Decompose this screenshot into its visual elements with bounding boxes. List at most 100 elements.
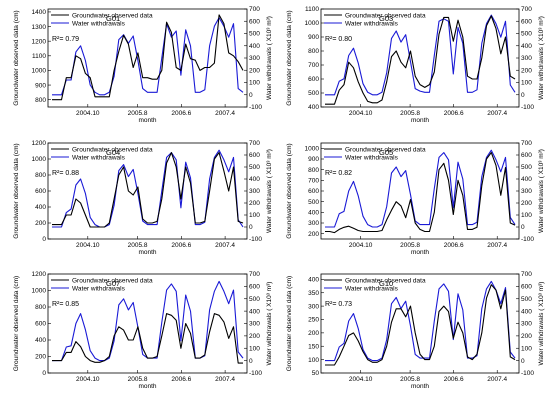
r-squared-label: R²= 0.80 bbox=[325, 36, 352, 43]
series-line-groundwater bbox=[325, 152, 516, 234]
y-tick-label: 900 bbox=[35, 82, 46, 89]
x-tick-label: 2006.6 bbox=[444, 242, 464, 249]
y-tick-label: 200 bbox=[308, 231, 319, 238]
x-tick-label: 2005.8 bbox=[400, 376, 420, 383]
panel-title: G03 bbox=[379, 14, 393, 23]
y-tick-label: 1100 bbox=[32, 53, 46, 60]
x-tick-label: 2004.10 bbox=[349, 242, 373, 249]
y-tick-label: 1000 bbox=[305, 20, 320, 27]
y2-tick-label: 0 bbox=[249, 92, 253, 99]
y2-tick-label: 500 bbox=[249, 296, 260, 303]
y2-tick-label: 500 bbox=[521, 296, 532, 303]
y2-tick-label: 500 bbox=[249, 164, 260, 171]
legend-label-groundwater: Groundwater observed data bbox=[345, 277, 426, 284]
x-tick-label: 2004.10 bbox=[349, 110, 373, 117]
y2-tick-label: 500 bbox=[249, 31, 260, 38]
y2-tick-label: 500 bbox=[521, 31, 532, 38]
y-tick-label: 900 bbox=[308, 156, 319, 163]
y2-tick-label: 400 bbox=[521, 308, 532, 315]
y2-axis-title: Water withdrawals ( X10³ m³) bbox=[538, 149, 545, 233]
y2-tick-label: 300 bbox=[249, 188, 260, 195]
y2-tick-label: 500 bbox=[521, 164, 532, 171]
y2-tick-label: 400 bbox=[249, 176, 260, 183]
chart-panel-g10: 2004.10 2005.8 2006.6 2007.4 month 50 100 150 20… bbox=[286, 271, 545, 390]
y-tick-label: 600 bbox=[308, 188, 319, 195]
y-tick-label: 800 bbox=[35, 97, 46, 104]
y-tick-label: 0 bbox=[42, 370, 46, 377]
y-tick-label: 1200 bbox=[32, 38, 47, 45]
series-line-water-withdrawals bbox=[52, 17, 244, 96]
y-tick-label: 700 bbox=[308, 178, 319, 185]
y-axis-title: Groundwater observed data (cm) bbox=[286, 276, 293, 371]
legend-label-withdrawals: Water withdrawals bbox=[72, 154, 126, 161]
y2-axis-title: Water withdrawals ( X10³ m³) bbox=[538, 282, 545, 366]
legend-label-withdrawals: Water withdrawals bbox=[345, 20, 399, 27]
r-squared-label: R²= 0.73 bbox=[325, 301, 352, 308]
x-tick-label: 2007.4 bbox=[215, 376, 235, 383]
y-tick-label: 400 bbox=[308, 104, 319, 111]
x-tick-label: 2004.10 bbox=[76, 242, 100, 249]
y2-tick-label: -100 bbox=[521, 370, 534, 377]
panel-title: G05 bbox=[379, 148, 393, 157]
x-tick-label: 2004.10 bbox=[76, 110, 100, 117]
y-tick-label: 1200 bbox=[32, 271, 47, 278]
legend-label-withdrawals: Water withdrawals bbox=[72, 20, 126, 27]
y2-tick-label: 300 bbox=[249, 321, 260, 328]
series-line-groundwater bbox=[325, 284, 516, 366]
y-tick-label: 600 bbox=[35, 188, 46, 195]
y-tick-label: 1200 bbox=[32, 140, 47, 147]
y2-tick-label: 300 bbox=[521, 188, 532, 195]
y2-tick-label: -100 bbox=[249, 104, 262, 111]
y2-tick-label: 100 bbox=[521, 212, 532, 219]
y2-tick-label: -100 bbox=[521, 104, 534, 111]
x-tick-label: 2005.8 bbox=[400, 110, 420, 117]
series-line-water-withdrawals bbox=[52, 149, 244, 228]
y2-tick-label: 100 bbox=[249, 212, 260, 219]
y-tick-label: 1000 bbox=[305, 146, 320, 153]
y2-tick-label: 200 bbox=[521, 67, 532, 74]
y2-tick-label: 700 bbox=[249, 140, 260, 147]
x-tick-label: 2004.10 bbox=[349, 376, 373, 383]
x-axis-title: month bbox=[411, 383, 429, 390]
series-line-groundwater bbox=[52, 313, 243, 364]
x-tick-label: 2006.6 bbox=[171, 242, 191, 249]
r-squared-label: R²= 0.82 bbox=[325, 170, 352, 177]
y2-tick-label: 700 bbox=[521, 140, 532, 147]
series-line-water-withdrawals bbox=[325, 14, 516, 96]
legend-label-withdrawals: Water withdrawals bbox=[345, 154, 399, 161]
series-line-water-withdrawals bbox=[52, 280, 244, 362]
y2-tick-label: 700 bbox=[249, 271, 260, 278]
y2-tick-label: 100 bbox=[249, 345, 260, 352]
y2-tick-label: 400 bbox=[521, 176, 532, 183]
y2-tick-label: 700 bbox=[249, 6, 260, 13]
y-tick-label: 400 bbox=[308, 277, 319, 284]
y2-tick-label: 0 bbox=[249, 224, 253, 231]
x-tick-label: 2005.8 bbox=[128, 376, 148, 383]
y-tick-label: 50 bbox=[312, 370, 320, 377]
y2-tick-label: -100 bbox=[521, 236, 534, 243]
y2-axis-title: Water withdrawals ( X10³ m³) bbox=[266, 149, 273, 233]
y2-tick-label: 100 bbox=[249, 80, 260, 87]
y-tick-label: 400 bbox=[308, 210, 319, 217]
y-tick-label: 1000 bbox=[32, 288, 47, 295]
y2-tick-label: 0 bbox=[521, 358, 525, 365]
y-tick-label: 0 bbox=[42, 236, 46, 243]
y-axis-title: Groundwater observed data (cm) bbox=[13, 276, 20, 371]
y-axis-title: Groundwater observed data (cm) bbox=[286, 10, 293, 105]
legend-label-groundwater: Groundwater observed data bbox=[345, 146, 426, 153]
series-line-groundwater bbox=[325, 15, 516, 105]
y-tick-label: 100 bbox=[308, 357, 319, 364]
y-tick-label: 500 bbox=[308, 90, 319, 97]
x-axis-title: month bbox=[138, 117, 156, 124]
y-tick-label: 200 bbox=[35, 354, 46, 361]
y2-tick-label: 300 bbox=[249, 55, 260, 62]
r-squared-label: R²= 0.85 bbox=[52, 301, 79, 308]
y2-tick-label: 100 bbox=[521, 80, 532, 87]
y2-tick-label: 200 bbox=[521, 333, 532, 340]
y2-tick-label: 200 bbox=[249, 200, 260, 207]
series-line-water-withdrawals bbox=[325, 280, 516, 362]
x-axis-title: month bbox=[138, 383, 156, 390]
chart-panel-g04: 2004.10 2005.8 2006.6 2007.4 month 0 200 400 600… bbox=[13, 140, 273, 256]
y-tick-label: 1100 bbox=[305, 6, 319, 13]
